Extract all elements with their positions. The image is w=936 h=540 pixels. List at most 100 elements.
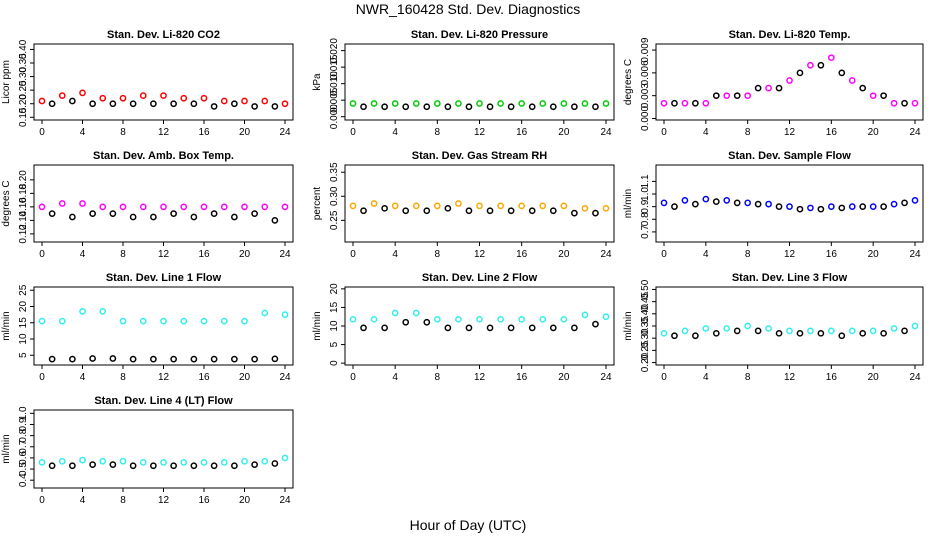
data-point: [744, 322, 752, 330]
x-tick-label: 0: [39, 495, 45, 506]
y-axis-label: ml/min: [1, 311, 12, 340]
data-point: [549, 103, 557, 111]
data-point: [817, 329, 825, 337]
data-point: [69, 213, 76, 221]
data-point: [786, 203, 793, 211]
data-point: [129, 213, 137, 221]
y-tick-label: 15: [18, 317, 29, 329]
x-tick-label: 16: [198, 495, 210, 506]
data-point: [139, 203, 147, 211]
data-point: [444, 204, 452, 212]
data-point: [271, 460, 279, 467]
x-tick-label: 4: [392, 127, 398, 138]
data-point: [89, 461, 96, 468]
x-tick-label: 12: [474, 249, 486, 260]
y-tick-label: 0.9: [18, 417, 29, 431]
data-point: [838, 332, 846, 340]
data-point: [444, 324, 452, 332]
data-point: [507, 207, 515, 215]
plot-frame: [33, 164, 294, 243]
data-point: [455, 100, 462, 107]
y-tick-label: 20: [18, 301, 29, 313]
data-point: [890, 99, 898, 107]
x-tick-label: 24: [600, 249, 612, 260]
data-point: [880, 203, 887, 211]
y-tick-label: 0.30: [640, 328, 651, 348]
data-point: [150, 462, 157, 470]
data-point: [160, 203, 167, 211]
data-point: [160, 317, 167, 325]
data-point: [528, 207, 536, 215]
x-tick-label: 0: [350, 249, 356, 260]
data-point: [507, 324, 515, 332]
data-point: [518, 202, 526, 210]
y-tick-label: 0.009: [640, 37, 651, 62]
data-point: [89, 210, 96, 217]
data-point: [581, 311, 589, 319]
x-tick-label: 16: [826, 249, 838, 260]
y-tick-label: 0.25: [329, 210, 340, 230]
data-point: [349, 202, 357, 210]
data-point: [465, 207, 473, 215]
data-point: [412, 309, 420, 317]
data-point: [241, 317, 248, 325]
y-tick-label: 1.1: [640, 174, 651, 188]
y-tick-label: 0.20: [640, 352, 651, 372]
data-point: [170, 210, 177, 217]
data-point: [901, 327, 908, 335]
x-tick-label: 8: [745, 372, 751, 383]
panel-10: Stan. Dev. Line 4 (LT) Flow ml/min 0 4 8 12 16…: [1, 395, 294, 506]
y-tick-label: 0.16: [18, 197, 29, 217]
data-point: [412, 202, 420, 210]
data-point: [220, 317, 228, 325]
data-point: [349, 315, 357, 323]
data-point: [681, 99, 689, 107]
data-point: [660, 99, 668, 107]
data-point: [848, 77, 856, 84]
y-tick-label: 0.50: [640, 279, 651, 299]
data-point: [370, 100, 378, 107]
x-tick-label: 8: [120, 249, 126, 260]
x-tick-label: 8: [120, 372, 126, 383]
data-point: [200, 317, 208, 325]
panel-9: Stan. Dev. Line 3 Flow ml/min 0 4 8 12 16 20 24 0…: [623, 272, 924, 383]
data-point: [271, 217, 279, 224]
data-point: [560, 202, 568, 210]
data-point: [765, 325, 772, 332]
data-point: [391, 309, 399, 317]
data-point: [251, 103, 258, 110]
y-tick-label: 0.9: [640, 199, 651, 213]
data-point: [880, 329, 887, 337]
data-point: [251, 210, 258, 217]
x-tick-label: 4: [703, 249, 709, 260]
y-tick-label: 0.30: [18, 66, 29, 86]
x-tick-label: 20: [239, 372, 251, 383]
x-tick-label: 16: [516, 372, 528, 383]
x-tick-label: 16: [826, 127, 838, 138]
data-point: [210, 210, 218, 217]
data-point: [660, 329, 668, 337]
y-axis-label: degrees C: [623, 59, 634, 105]
y-tick-label: 0.8: [640, 212, 651, 226]
data-point: [455, 315, 462, 323]
data-point: [827, 54, 835, 62]
x-tick-label: 8: [120, 127, 126, 138]
x-tick-label: 12: [784, 127, 796, 138]
panel-title: Stan. Dev. Line 3 Flow: [732, 272, 848, 284]
data-point: [231, 213, 238, 221]
data-point: [660, 199, 668, 207]
y-tick-label: 0.7: [18, 439, 29, 453]
data-point: [712, 329, 720, 337]
data-point: [58, 317, 66, 325]
data-point: [869, 327, 877, 335]
data-point: [200, 459, 208, 466]
data-point: [486, 207, 494, 215]
data-point: [119, 317, 127, 325]
data-point: [402, 318, 410, 326]
plot-frame: [33, 286, 294, 366]
data-point: [381, 204, 388, 212]
data-point: [109, 100, 117, 108]
x-tick-label: 20: [868, 249, 880, 260]
